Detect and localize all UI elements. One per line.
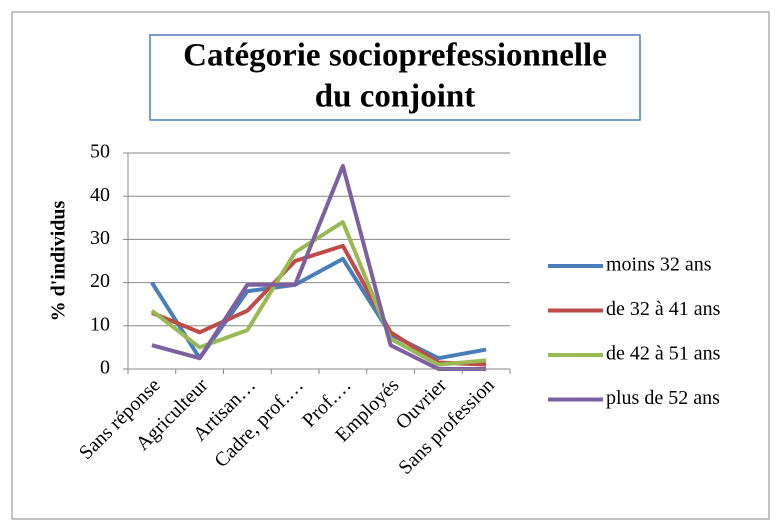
legend-label: moins 32 ans xyxy=(606,254,712,276)
y-tick-label: 40 xyxy=(90,184,110,206)
legend-label: plus de 52 ans xyxy=(606,387,720,409)
data-line xyxy=(151,243,487,367)
title-box xyxy=(149,34,641,121)
y-tick-label: 30 xyxy=(90,227,110,249)
y-tick-label: 0 xyxy=(100,357,110,379)
y-axis-label: % d'individus xyxy=(48,200,70,321)
chart-title: Catégorie socioprefessionnelle xyxy=(183,38,607,74)
legend-label: de 32 à 41 ans xyxy=(606,298,721,320)
data-line xyxy=(151,163,487,371)
y-tick-label: 50 xyxy=(90,141,110,163)
y-tick-label: 10 xyxy=(90,313,110,335)
legend-label: de 42 à 51 ans xyxy=(606,343,721,365)
chart-title: du conjoint xyxy=(315,79,475,115)
y-tick-label: 20 xyxy=(90,270,110,292)
